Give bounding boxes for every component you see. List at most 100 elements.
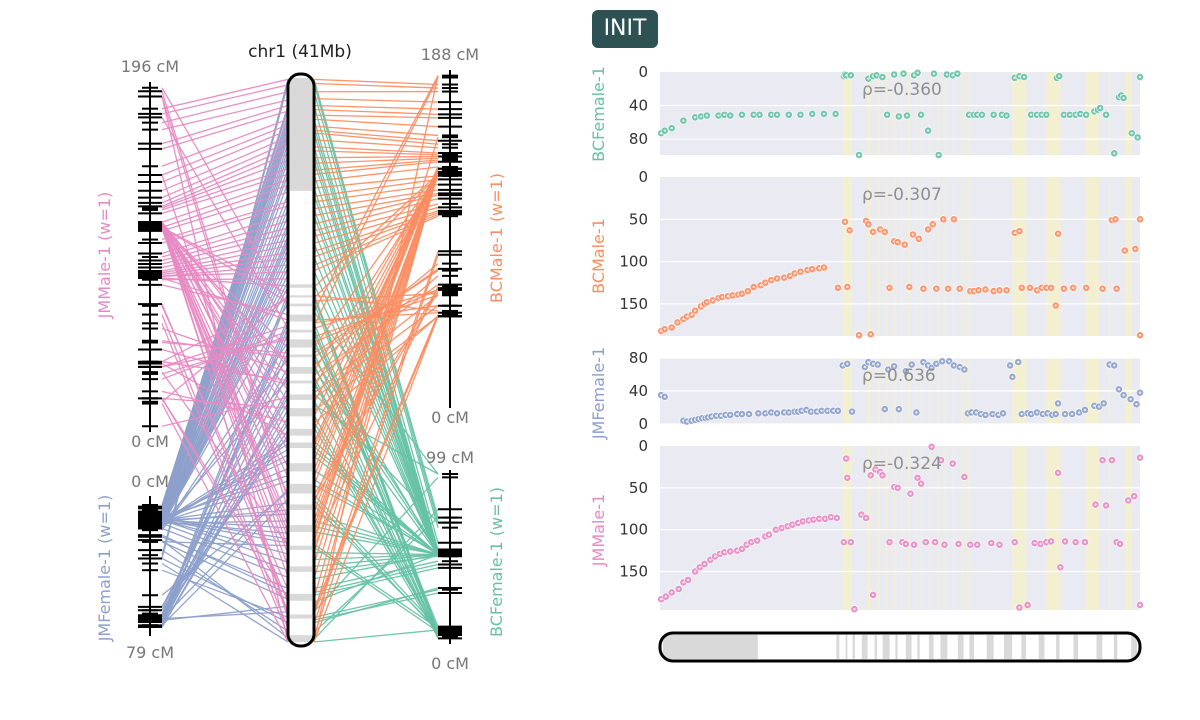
data-point-core (1035, 113, 1039, 116)
data-point-core (699, 115, 703, 118)
y-tick-label: 0 (638, 63, 648, 81)
data-point-core (740, 292, 744, 295)
data-point-core (1130, 132, 1134, 135)
bcfemale-link (313, 553, 439, 603)
bcmale-link (313, 173, 439, 564)
jmfemale-link (161, 409, 289, 628)
bcmale-link (313, 178, 439, 197)
bcmale-link (313, 82, 439, 89)
data-point-core (818, 517, 821, 520)
bottom-chromosome-gray-block (940, 635, 948, 659)
data-point-core (919, 482, 923, 485)
jmmale-map-title: JMMale-1 (w=1) (95, 192, 114, 320)
data-point-core (922, 360, 925, 364)
panel-jmmale-1: 0 50 100 150 JMMale-1 ρ=-0.324 (589, 437, 1144, 614)
data-point-core (1110, 459, 1114, 462)
bcmale-link (313, 171, 439, 388)
jmmale-link (161, 91, 289, 124)
data-point-core (1127, 499, 1130, 502)
jmfemale-link (161, 422, 289, 619)
data-point-core (844, 457, 848, 460)
data-point-core (917, 237, 920, 240)
bottom-chromosome-outline (658, 631, 1142, 663)
chromosome-gray-block (290, 463, 312, 472)
highlight-band (944, 446, 946, 610)
bottom-chromosome-gray-block (1131, 635, 1137, 659)
data-point-core (676, 321, 679, 324)
highlight-band (885, 446, 888, 610)
highlight-band (1084, 446, 1100, 610)
data-point-core (782, 411, 786, 414)
jmfemale-bottom-label: 79 cM (126, 643, 174, 662)
bcmale-link (313, 129, 439, 142)
data-point-core (745, 543, 748, 546)
data-point-core (1056, 471, 1060, 474)
highlight-band (867, 177, 871, 336)
jmmale-link (161, 227, 289, 578)
data-point-core (1083, 408, 1087, 412)
data-point-core (957, 542, 960, 546)
data-point-core (780, 526, 783, 530)
data-point-core (1035, 289, 1039, 292)
data-point-core (937, 153, 940, 157)
data-point-core (720, 295, 724, 299)
jmmale-link (161, 84, 289, 115)
data-point-core (806, 268, 809, 272)
bcmale-link (313, 215, 439, 272)
jmfemale-link (161, 509, 289, 523)
jmmale-link (161, 179, 289, 223)
highlight-band (962, 446, 964, 610)
highlight-band (1124, 72, 1132, 155)
data-point-core (984, 413, 987, 417)
data-point-core (1122, 96, 1125, 100)
highlight-band (894, 72, 896, 155)
data-point-core (980, 113, 984, 116)
data-point-core (1122, 393, 1125, 397)
data-point-core (869, 333, 872, 336)
chromosome-gray-block (290, 614, 312, 619)
bcmale-link (313, 292, 439, 302)
correlation-annotation: ρ=0.636 (862, 366, 936, 386)
data-point-core (976, 543, 979, 546)
data-point-core (787, 411, 790, 414)
data-point-core (1029, 412, 1033, 416)
highlight-band (915, 72, 917, 155)
bcmale-link (313, 132, 439, 145)
bcfemale-map-title: BCFemale-1 (w=1) (487, 487, 506, 637)
data-point-core (664, 595, 668, 598)
data-point-core (972, 289, 975, 293)
data-point-core (1049, 286, 1053, 289)
y-axis-label: BCFemale-1 (589, 66, 608, 162)
data-point-core (871, 230, 875, 234)
data-point-core (740, 113, 744, 116)
init-button[interactable]: INIT (592, 10, 658, 48)
bcmale-link (313, 161, 439, 175)
highlight-band (842, 72, 852, 155)
data-point-core (904, 370, 908, 373)
data-point-core (977, 289, 980, 292)
data-point-core (1138, 75, 1142, 79)
jmfemale-link (161, 519, 289, 544)
bottom-chromosome-gray-block (905, 635, 912, 659)
jmmale-link (161, 104, 289, 145)
data-point-core (1029, 113, 1033, 116)
data-point-core (775, 412, 779, 415)
jmmale-link (161, 191, 289, 232)
data-point-core (770, 411, 773, 414)
highlight-band (944, 177, 946, 336)
data-point-core (871, 362, 875, 365)
chromosome-outline (286, 72, 316, 648)
data-point-core (952, 364, 956, 367)
bcfemale-link (313, 358, 439, 552)
bcmale-link (313, 166, 439, 471)
data-point-core (841, 364, 844, 367)
highlight-band (952, 72, 954, 155)
jmfemale-link (161, 378, 289, 524)
data-point-core (844, 74, 848, 77)
jmfemale-link (161, 352, 289, 618)
bcmale-link (313, 97, 439, 103)
jmmale-link (161, 87, 289, 307)
data-point-core (690, 313, 693, 317)
data-point-core (930, 445, 933, 449)
bottom-chromosome-gray-block (1038, 635, 1045, 659)
